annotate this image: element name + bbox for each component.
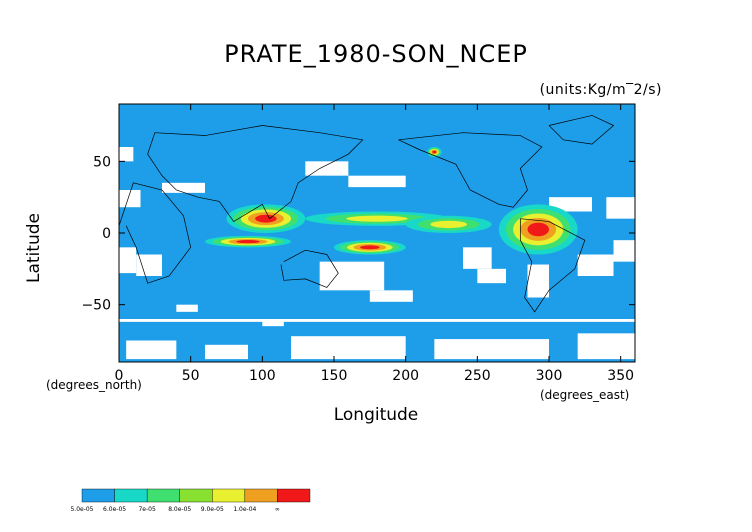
missing-data-cell [162,182,205,193]
colorbar-label: 8.0e-05 [168,506,191,513]
missing-data-cell [527,264,549,298]
colorbar-label: 6.0e-05 [103,506,126,513]
missing-data-cell [613,240,635,262]
precip-band [527,222,549,237]
missing-data-cell [319,261,385,291]
x-axis-ticks: 0 50 100 150 200 250 300 350 [115,104,634,384]
coastline [280,249,339,288]
missing-data-cell [606,197,635,219]
y-tick-label: 50 [93,154,111,170]
x-tick-label: 300 [536,368,563,384]
coastline [519,218,586,313]
y-axis-ticks: 50 0 −50 [81,154,635,314]
colorbar-label: 7e-05 [138,506,155,513]
coastline [398,132,543,208]
x-tick-label: 350 [607,368,634,384]
x-unit-left: (degrees_north) [46,378,142,392]
colorbar: 5.0e-05 6.0e-05 7e-05 8.0e-05 9.0e-05 1.0e-04… [70,488,311,513]
units-label: (units:Kg/m‾2/s) [539,82,662,98]
missing-data-cell [205,344,248,360]
x-unit-right: (degrees_east) [540,388,630,402]
missing-data-cell [119,319,635,322]
missing-data-cell [119,190,141,208]
precip-band [360,245,380,250]
colorbar-swatch [146,488,180,503]
x-tick-label: 100 [249,368,276,384]
precip-band [236,240,260,244]
precip-band [430,220,468,229]
x-tick-label: 150 [321,368,348,384]
chart-title: PRATE_1980-SON_NCEP [224,40,528,68]
missing-data-cell [262,319,284,327]
colorbar-swatch [212,488,246,503]
x-tick-label: 200 [392,368,419,384]
colorbar-swatch [277,488,311,503]
colorbar-label: 5.0e-05 [70,506,93,513]
missing-data-cell [348,175,406,188]
missing-data-cell [434,339,549,360]
missing-data-cell [463,247,492,269]
missing-data-cell [477,268,506,284]
missing-data-cell [577,333,635,360]
heatmap-plot-area [119,104,635,362]
x-tick-label: 0 [115,368,124,384]
precip-band [255,214,277,223]
missing-data-cell [119,247,137,274]
coastline [147,125,364,222]
missing-data-cell [176,304,198,312]
y-tick-label: 0 [102,226,111,242]
colorbar-label: 9.0e-05 [201,506,224,513]
missing-data-cell [291,336,406,360]
x-tick-label: 250 [464,368,491,384]
coastline [548,115,615,145]
colorbar-label: 1.0e-04 [233,506,256,513]
colorbar-swatch [114,488,148,503]
missing-data-cell [136,254,162,276]
x-tick-label: 50 [182,368,200,384]
y-tick-label: −50 [81,298,111,314]
colorbar-swatch [244,488,278,503]
colorbar-swatch [81,488,115,503]
missing-data-cell [126,340,177,360]
colorbar-label: ∞ [275,506,280,513]
x-axis-label: Longitude [333,405,419,425]
colorbar-swatch [179,488,213,503]
precip-band [432,150,437,154]
missing-data-cell [119,147,134,162]
coastline [119,182,192,284]
missing-data-cell [305,161,349,176]
missing-data-cell [549,197,592,212]
precip-band [346,215,408,222]
missing-data-cell [577,254,614,276]
missing-data-cell [369,290,413,302]
